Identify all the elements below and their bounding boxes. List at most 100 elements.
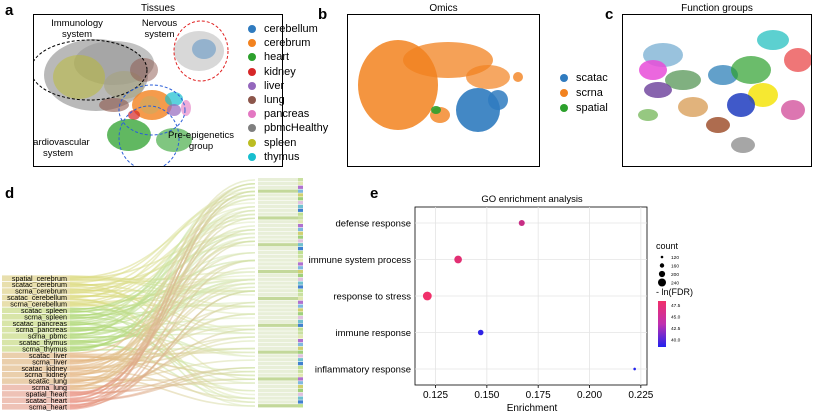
sankey-right-node (258, 312, 303, 316)
sankey-right-node-marker (298, 239, 303, 243)
sankey-flow (69, 228, 256, 333)
legend-label: heart (264, 51, 290, 64)
sankey-flow (69, 259, 256, 375)
sankey-flow (69, 182, 256, 400)
legend-marker (248, 124, 256, 133)
sankey-right-node-marker (298, 327, 303, 331)
color-legend-title: - ln(FDR) (656, 287, 693, 297)
sankey-right-node (258, 224, 303, 228)
sankey-right-node (258, 266, 303, 270)
sankey-left-label: scatac_cerebellum (7, 293, 67, 302)
legend-label: liver (264, 79, 285, 92)
sankey-right-node (258, 254, 303, 258)
y-tick-labels: defense response immune system process res… (309, 219, 412, 376)
size-legend-label: 240 (671, 281, 679, 287)
sankey-right-node-marker (298, 304, 303, 308)
sankey-right-node (258, 197, 303, 201)
sankey-right-node-marker (298, 300, 303, 304)
size-legend-title: count (656, 241, 679, 251)
sankey-right-node (258, 381, 303, 385)
sankey-right-node-marker (298, 377, 303, 381)
sankey-left-label: scrna_liver (32, 357, 67, 366)
sankey-right-node (258, 293, 303, 297)
function-groups-frame (622, 14, 812, 167)
sankey-right-node (258, 220, 303, 224)
nervous-cluster (174, 31, 224, 71)
legend-label: lung (264, 94, 285, 107)
x-tick-label: 0.150 (474, 390, 499, 401)
sankey-right-node (258, 339, 303, 343)
omics-umap (358, 40, 523, 132)
sankey-right-node-marker (298, 350, 303, 354)
sankey-right-node-marker (298, 220, 303, 224)
sankey-right-node (258, 323, 303, 327)
sankey-diagram: spatial_cerebrumscatac_cerebrumscrna_cer… (2, 178, 303, 411)
sankey-right-node (258, 354, 303, 358)
legend-marker (248, 25, 256, 34)
color-legend-bar (658, 301, 666, 347)
sankey-right-node (258, 342, 303, 347)
tissue-legend-item: pbmcHealthy (248, 121, 328, 135)
tissues-umap-frame: Immunology system Nervous system Cardiov… (33, 14, 283, 167)
heart-cluster (107, 119, 192, 152)
legend-label: cerebrum (264, 37, 311, 50)
data-point (518, 219, 525, 227)
sankey-left-node (2, 358, 70, 365)
sankey-right-node-marker (298, 224, 303, 228)
legend-label: cerebellum (264, 23, 318, 36)
points (422, 219, 636, 371)
sankey-right-node-marker (298, 258, 303, 262)
x-tick-label: 0.175 (526, 390, 551, 401)
sankey-left-node (2, 391, 70, 397)
sankey-right-node (258, 300, 303, 304)
sankey-left-label: scrna_kidney (25, 370, 68, 379)
sankey-right-node (258, 204, 303, 209)
sankey-right-node-marker (298, 369, 303, 373)
sankey-right-node (258, 247, 303, 251)
sankey-left-node (2, 301, 70, 307)
tissue-legend-item: thymus (248, 150, 328, 164)
omics-legend: scatac scrna spatial (560, 70, 608, 115)
panel-label-b: b (318, 6, 328, 23)
legend-label: pancreas (264, 108, 310, 121)
omics-umap-frame (347, 14, 540, 167)
tissue-legend-item: kidney (248, 65, 328, 79)
sankey-left-node (2, 371, 70, 378)
sankey-left-label: scatac_spleen (21, 306, 67, 315)
sankey-right-node (258, 308, 303, 312)
sankey-right-node (258, 373, 303, 377)
sankey-right-node (258, 400, 303, 404)
sankey-right-node (258, 331, 303, 335)
sankey-right-node-marker (298, 381, 303, 385)
sankey-right-node-marker (298, 178, 303, 182)
sankey-left-node (2, 384, 70, 391)
sankey-flow (69, 205, 256, 303)
sankey-left-node (2, 403, 70, 410)
sankey-left-node (2, 294, 70, 301)
y-tick-label: immune response (335, 328, 411, 339)
omics-legend-item: scrna (560, 85, 608, 100)
color-legend-label: 47.5 (671, 303, 681, 309)
y-tick-label: immune system process (309, 255, 412, 266)
sankey-left-label: scrna_cerebrum (15, 287, 67, 296)
sankey-right-node-marker (298, 289, 303, 293)
sankey-right-node (258, 319, 303, 324)
sankey-right-node (258, 362, 303, 366)
omics-legend-item: scatac (560, 70, 608, 85)
x-tick-label: 0.200 (577, 390, 602, 401)
sankey-right-node-marker (298, 197, 303, 201)
tissue-legend-item: liver (248, 79, 328, 93)
tissues-umap (34, 20, 229, 166)
sankey-flow (69, 179, 256, 374)
sankey-right-node-marker (298, 392, 303, 396)
x-tick-label: 0.225 (628, 390, 653, 401)
panel-label-c: c (605, 6, 614, 23)
sankey-left-node (2, 281, 70, 288)
sankey-left-label: scrna_thymus (22, 345, 67, 354)
sankey-right-node-marker (298, 373, 303, 377)
sankey-flow (69, 209, 256, 404)
sankey-left-node (2, 339, 70, 346)
size-legend-marker (658, 270, 666, 278)
panel-a-title: Tissues (140, 3, 176, 14)
sankey-right-node-marker (298, 250, 303, 255)
